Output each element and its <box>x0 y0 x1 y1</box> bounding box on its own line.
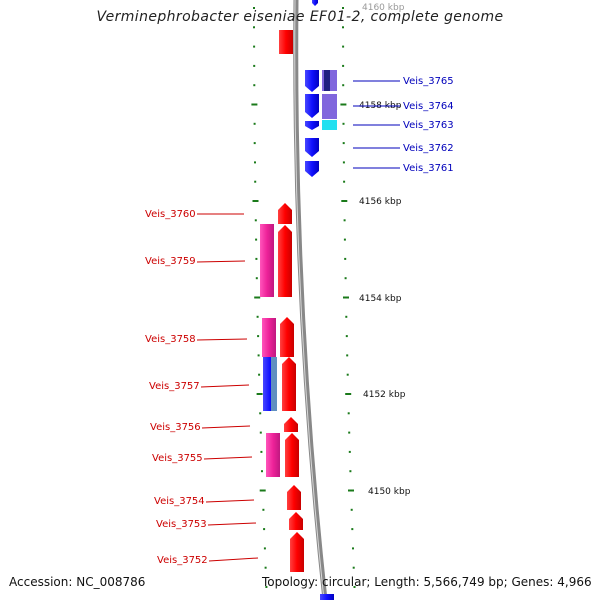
gene-arrow-veis-3759[interactable] <box>278 225 292 297</box>
reverse-strand-genes <box>305 0 337 600</box>
gene-label-veis-3757[interactable]: Veis_3757 <box>149 381 200 392</box>
leader-line <box>196 338 248 341</box>
kbp-label: 4154 kbp <box>359 294 402 304</box>
gene-label-veis-3760[interactable]: Veis_3760 <box>145 209 196 220</box>
gene-label-veis-3752[interactable]: Veis_3752 <box>157 555 208 566</box>
gene-label-veis-3761[interactable]: Veis_3761 <box>403 163 454 174</box>
gene-label-veis-3755[interactable]: Veis_3755 <box>152 453 203 464</box>
backbone-group <box>293 0 328 600</box>
gene-arrow-veis-3761[interactable] <box>305 161 319 177</box>
gene-label-veis-3759[interactable]: Veis_3759 <box>145 256 196 267</box>
gene-arrow-veis-3763[interactable] <box>305 121 319 130</box>
gene-arrow-bottom-partial[interactable] <box>320 594 334 600</box>
gene-arrow-veis-3753[interactable] <box>289 512 303 530</box>
leader-line <box>201 425 251 429</box>
cog-box-veis-3757-light[interactable] <box>271 357 277 411</box>
cog-box-veis-3759[interactable] <box>260 224 274 297</box>
cog-box-veis-3758[interactable] <box>262 318 276 357</box>
gene-label-veis-3762[interactable]: Veis_3762 <box>403 143 454 154</box>
gene-arrow-veis-3755[interactable] <box>285 433 299 477</box>
gene-arrow-top-partial[interactable] <box>312 0 318 6</box>
gene-arrow-veis-3754[interactable] <box>287 485 301 510</box>
cog-box-veis-3755[interactable] <box>266 433 280 477</box>
accession-text: Accession: NC_008786 <box>9 575 146 589</box>
genome-backbone <box>293 0 328 600</box>
leader-line <box>208 557 259 562</box>
gene-arrow-veis-3757[interactable] <box>282 357 296 411</box>
gene-label-veis-3763[interactable]: Veis_3763 <box>403 120 454 131</box>
cog-box-veis-3763[interactable] <box>322 120 337 130</box>
gene-label-veis-3764[interactable]: Veis_3764 <box>403 101 454 112</box>
gene-label-veis-3754[interactable]: Veis_3754 <box>154 496 205 507</box>
gene-label-veis-3753[interactable]: Veis_3753 <box>156 519 207 530</box>
gene-label-veis-3758[interactable]: Veis_3758 <box>145 334 196 345</box>
cog-box-veis-3764[interactable] <box>322 94 337 119</box>
kbp-label: 4150 kbp <box>368 487 411 497</box>
kbp-label: 4160 kbp <box>362 3 405 13</box>
leader-line <box>203 456 253 460</box>
leader-line <box>196 260 246 263</box>
gene-arrow-veis-3756[interactable] <box>284 417 298 432</box>
scale-ticks-left <box>251 7 268 588</box>
scale-ticks-right <box>340 7 356 588</box>
genome-summary-text: Topology: circular; Length: 5,566,749 bp… <box>262 575 592 589</box>
cog-box-veis-3765-dark[interactable] <box>324 70 330 91</box>
gene-labels-right: Veis_3765 Veis_3764 Veis_3763 Veis_3762 … <box>353 76 454 174</box>
genome-backbone-highlight <box>294 0 325 600</box>
leader-line <box>207 522 257 526</box>
gene-arrow-veis-3762[interactable] <box>305 138 319 157</box>
forward-strand-genes <box>260 30 304 572</box>
kbp-label: 4156 kbp <box>359 197 402 207</box>
gene-arrow-veis-3765[interactable] <box>305 70 319 92</box>
genome-title: Verminephrobacter eiseniae EF01-2, compl… <box>96 9 504 25</box>
gene-label-veis-3756[interactable]: Veis_3756 <box>150 422 201 433</box>
leader-line <box>205 499 255 503</box>
gene-arrow-veis-3758[interactable] <box>280 317 294 357</box>
kbp-label: 4152 kbp <box>363 390 406 400</box>
gene-arrow-veis-3760[interactable] <box>278 203 292 224</box>
gene-arrow-top-red[interactable] <box>279 30 293 54</box>
gene-arrow-veis-3752[interactable] <box>290 532 304 572</box>
gene-labels-left: Veis_3760 Veis_3759 Veis_3758 Veis_3757 … <box>145 209 259 566</box>
gene-arrow-veis-3764[interactable] <box>305 94 319 118</box>
gene-label-veis-3765[interactable]: Veis_3765 <box>403 76 454 87</box>
leader-line <box>200 384 250 388</box>
